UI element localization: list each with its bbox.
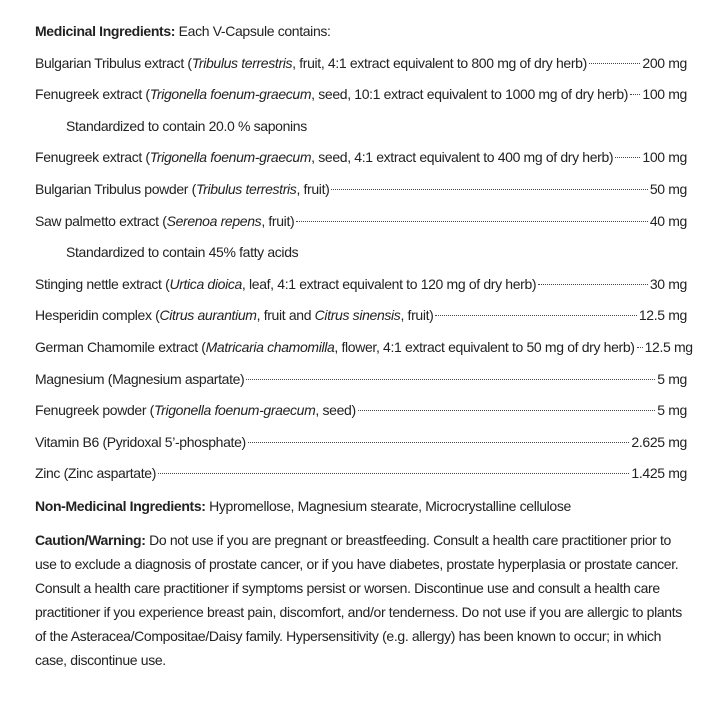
dot-leader: [636, 346, 643, 348]
ingredient-row: Fenugreek extract (Trigonella foenum-gra…: [35, 142, 687, 174]
ingredient-amount: 12.5 mg: [644, 338, 693, 355]
name-text: Vitamin B6 (Pyridoxal 5’-phosphate): [35, 433, 246, 450]
dot-leader: [296, 220, 648, 222]
ingredient-row: Hesperidin complex (Citrus aurantium, fr…: [35, 300, 687, 332]
dot-leader: [630, 94, 641, 96]
ingredient-name: Fenugreek extract (Trigonella foenum-gra…: [35, 142, 614, 174]
dot-leader: [588, 62, 641, 64]
ingredient-amount: 1.425 mg: [631, 465, 687, 482]
ingredient-amount: 100 mg: [642, 149, 687, 166]
ingredient-list: Bulgarian Tribulus extract (Tribulus ter…: [35, 48, 693, 490]
ingredient-row: Bulgarian Tribulus extract (Tribulus ter…: [35, 48, 687, 80]
latin-name: Serenoa repens: [166, 212, 262, 229]
name-text: , fruit): [261, 212, 295, 229]
ingredient-name: Bulgarian Tribulus powder (Tribulus terr…: [35, 174, 330, 206]
ingredient-amount: 12.5 mg: [638, 307, 687, 324]
ingredient-row: Fenugreek extract (Trigonella foenum-gra…: [35, 79, 687, 111]
name-text: German Chamomile extract (: [35, 338, 206, 355]
dot-leader: [357, 410, 656, 412]
section-intro: Each V-Capsule contains:: [178, 23, 331, 39]
dot-leader: [247, 441, 630, 443]
ingredient-row: German Chamomile extract (Matricaria cha…: [35, 332, 693, 364]
ingredient-name: Fenugreek powder (Trigonella foenum-grae…: [35, 395, 356, 427]
ingredient-name: Zinc (Zinc aspartate): [35, 458, 156, 490]
dot-leader: [158, 473, 630, 475]
name-text: Bulgarian Tribulus extract (: [35, 54, 192, 71]
ingredient-amount: 200 mg: [642, 54, 687, 71]
label-document: Medicinal Ingredients: Each V-Capsule co…: [35, 16, 693, 672]
latin-name: Trigonella foenum-graecum: [149, 149, 312, 166]
name-text: Fenugreek extract (: [35, 149, 150, 166]
name-text: Bulgarian Tribulus powder (: [35, 180, 196, 197]
dot-leader: [331, 188, 648, 190]
latin-name: Citrus sinensis: [314, 307, 401, 324]
ingredient-name: Hesperidin complex (Citrus aurantium, fr…: [35, 300, 434, 332]
non-medicinal: Non-Medicinal Ingredients: Hypromellose,…: [35, 491, 687, 522]
name-text: , fruit, 4:1 extract equivalent to 800 m…: [292, 54, 587, 71]
ingredient-row: Bulgarian Tribulus powder (Tribulus terr…: [35, 174, 687, 206]
dot-leader: [538, 283, 648, 285]
ingredient-row: Saw palmetto extract (Serenoa repens, fr…: [35, 206, 687, 238]
name-text: , fruit and: [256, 307, 315, 324]
ingredient-amount: 100 mg: [642, 86, 687, 103]
latin-name: Trigonella foenum-graecum: [149, 86, 312, 103]
name-text: Magnesium (Magnesium aspartate): [35, 370, 245, 387]
ingredient-name: Magnesium (Magnesium aspartate): [35, 364, 245, 396]
latin-name: Matricaria chamomilla: [205, 338, 335, 355]
name-text: Hesperidin complex (: [35, 307, 160, 324]
name-text: Fenugreek powder (: [35, 402, 154, 419]
dot-leader: [435, 315, 637, 317]
latin-name: Tribulus terrestris: [191, 54, 293, 71]
ingredient-amount: 50 mg: [649, 180, 688, 197]
ingredient-name: Fenugreek extract (Trigonella foenum-gra…: [35, 79, 628, 111]
section-label: Caution/Warning:: [35, 531, 146, 548]
dot-leader: [615, 157, 641, 159]
section-label: Medicinal Ingredients:: [35, 23, 176, 39]
name-text: , fruit): [400, 307, 434, 324]
name-text: , seed): [315, 402, 356, 419]
ingredient-amount: 40 mg: [649, 212, 688, 229]
ingredient-row: Zinc (Zinc aspartate) 1.425 mg: [35, 458, 687, 490]
standardization-note: Standardized to contain 20.0 % saponins: [66, 117, 307, 134]
ingredient-name: German Chamomile extract (Matricaria cha…: [35, 332, 635, 364]
ingredient-amount: 2.625 mg: [631, 433, 687, 450]
name-text: Saw palmetto extract (: [35, 212, 167, 229]
latin-name: Trigonella foenum-graecum: [154, 402, 316, 419]
ingredient-row: Magnesium (Magnesium aspartate) 5 mg: [35, 364, 687, 396]
section-text: Do not use if you are pregnant or breast…: [35, 531, 682, 668]
ingredient-name: Vitamin B6 (Pyridoxal 5’-phosphate): [35, 427, 246, 459]
section-label: Non-Medicinal Ingredients:: [35, 497, 206, 514]
name-text: Fenugreek extract (: [35, 86, 150, 103]
latin-name: Citrus aurantium: [159, 307, 257, 324]
ingredient-name: Saw palmetto extract (Serenoa repens, fr…: [35, 206, 295, 238]
name-text: , seed, 10:1 extract equivalent to 1000 …: [311, 86, 629, 103]
ingredient-row: Stinging nettle extract (Urtica dioica, …: [35, 269, 687, 301]
name-text: , fruit): [296, 180, 330, 197]
name-text: , flower, 4:1 extract equivalent to 50 m…: [334, 338, 635, 355]
medicinal-heading: Medicinal Ingredients: Each V-Capsule co…: [35, 16, 687, 48]
dot-leader: [246, 378, 656, 380]
name-text: , leaf, 4:1 extract equivalent to 120 mg…: [241, 275, 537, 292]
ingredient-amount: 30 mg: [649, 275, 688, 292]
latin-name: Urtica dioica: [169, 275, 242, 292]
name-text: , seed, 4:1 extract equivalent to 400 mg…: [311, 149, 614, 166]
ingredient-amount: 5 mg: [657, 402, 687, 419]
latin-name: Tribulus terrestris: [195, 180, 297, 197]
ingredient-row: Fenugreek powder (Trigonella foenum-grae…: [35, 395, 687, 427]
ingredient-amount: 5 mg: [657, 370, 687, 387]
caution: Caution/Warning: Do not use if you are p…: [35, 528, 687, 672]
ingredient-name: Bulgarian Tribulus extract (Tribulus ter…: [35, 48, 587, 80]
section-text: Hypromellose, Magnesium stearate, Microc…: [209, 497, 571, 514]
name-text: Zinc (Zinc aspartate): [35, 465, 157, 482]
ingredient-name: Stinging nettle extract (Urtica dioica, …: [35, 269, 537, 301]
standardization-note: Standardized to contain 45% fatty acids: [66, 244, 299, 261]
ingredient-row: Vitamin B6 (Pyridoxal 5’-phosphate) 2.625…: [35, 427, 687, 459]
name-text: Stinging nettle extract (: [35, 275, 170, 292]
